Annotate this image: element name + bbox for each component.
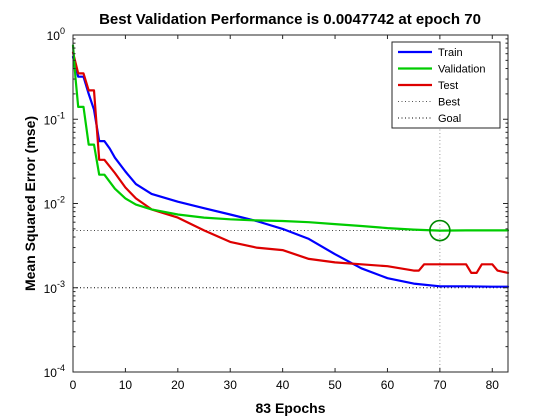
x-tick-label: 0 [70,378,77,392]
legend: Train Validation Test Best Goal [391,41,501,129]
chart-title: Best Validation Performance is 0.0047742… [99,11,481,28]
y-axis-ticks: 100 10-1 10-2 10-3 10-4 [44,26,508,380]
y-tick-label: 10-4 [44,363,65,380]
legend-label-goal: Goal [438,113,461,125]
y-tick-label: 10-3 [44,279,65,296]
x-tick-label: 70 [433,378,447,392]
best-epoch-marker [429,219,451,242]
x-tick-label: 60 [381,378,395,392]
legend-label-train: Train [438,47,463,59]
series-line-validation [71,44,510,232]
y-tick-label: 100 [47,26,65,43]
x-axis-ticks: 0 10 20 30 40 50 60 70 80 [70,35,500,392]
legend-label-best: Best [438,97,460,109]
y-tick-label: 10-2 [44,195,65,212]
x-tick-label: 40 [276,378,290,392]
x-tick-label: 30 [224,378,238,392]
y-axis-label: Mean Squared Error (mse) [22,116,38,291]
y-tick-label: 10-1 [44,110,65,127]
best-marker-layer [429,219,451,242]
x-tick-label: 50 [328,378,342,392]
series-line-test [71,51,510,274]
x-tick-label: 80 [486,378,500,392]
legend-label-test: Test [438,80,458,92]
legend-label-validation: Validation [438,64,486,76]
x-tick-label: 10 [119,378,133,392]
x-tick-label: 20 [171,378,185,392]
x-axis-label: 83 Epochs [255,400,325,416]
series-lines [71,44,510,288]
